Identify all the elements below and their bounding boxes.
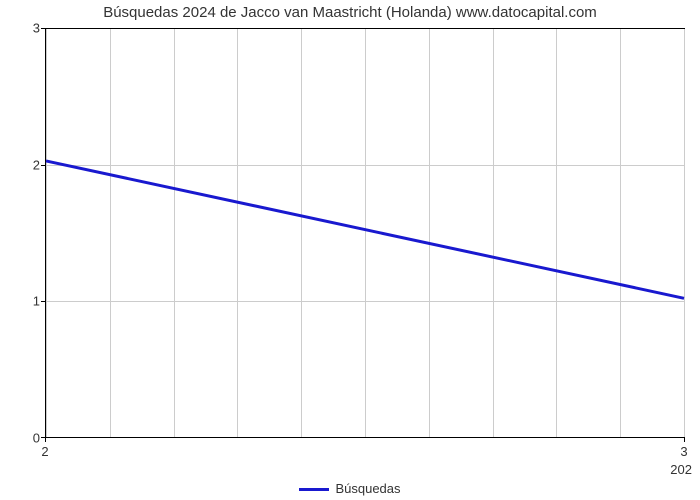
x-tick-left: 2 xyxy=(41,444,48,459)
plot-area xyxy=(45,28,685,438)
legend-swatch xyxy=(299,488,329,491)
chart-title: Búsquedas 2024 de Jacco van Maastricht (… xyxy=(0,4,700,21)
y-tick-0: 0 xyxy=(22,431,40,446)
chart-container: Búsquedas 2024 de Jacco van Maastricht (… xyxy=(0,0,700,500)
x-tickmark xyxy=(684,438,685,442)
x-tickmark xyxy=(45,438,46,442)
legend: Búsquedas xyxy=(0,481,700,496)
y-tick-3: 3 xyxy=(22,21,40,36)
series-line xyxy=(46,161,684,298)
x-tick-right: 202 xyxy=(670,462,692,477)
grid-v xyxy=(684,29,685,437)
y-tick-2: 2 xyxy=(22,157,40,172)
legend-label: Búsquedas xyxy=(335,481,400,496)
data-line-svg xyxy=(46,29,684,437)
x-tick-mid: 3 xyxy=(680,444,687,459)
y-tick-1: 1 xyxy=(22,294,40,309)
